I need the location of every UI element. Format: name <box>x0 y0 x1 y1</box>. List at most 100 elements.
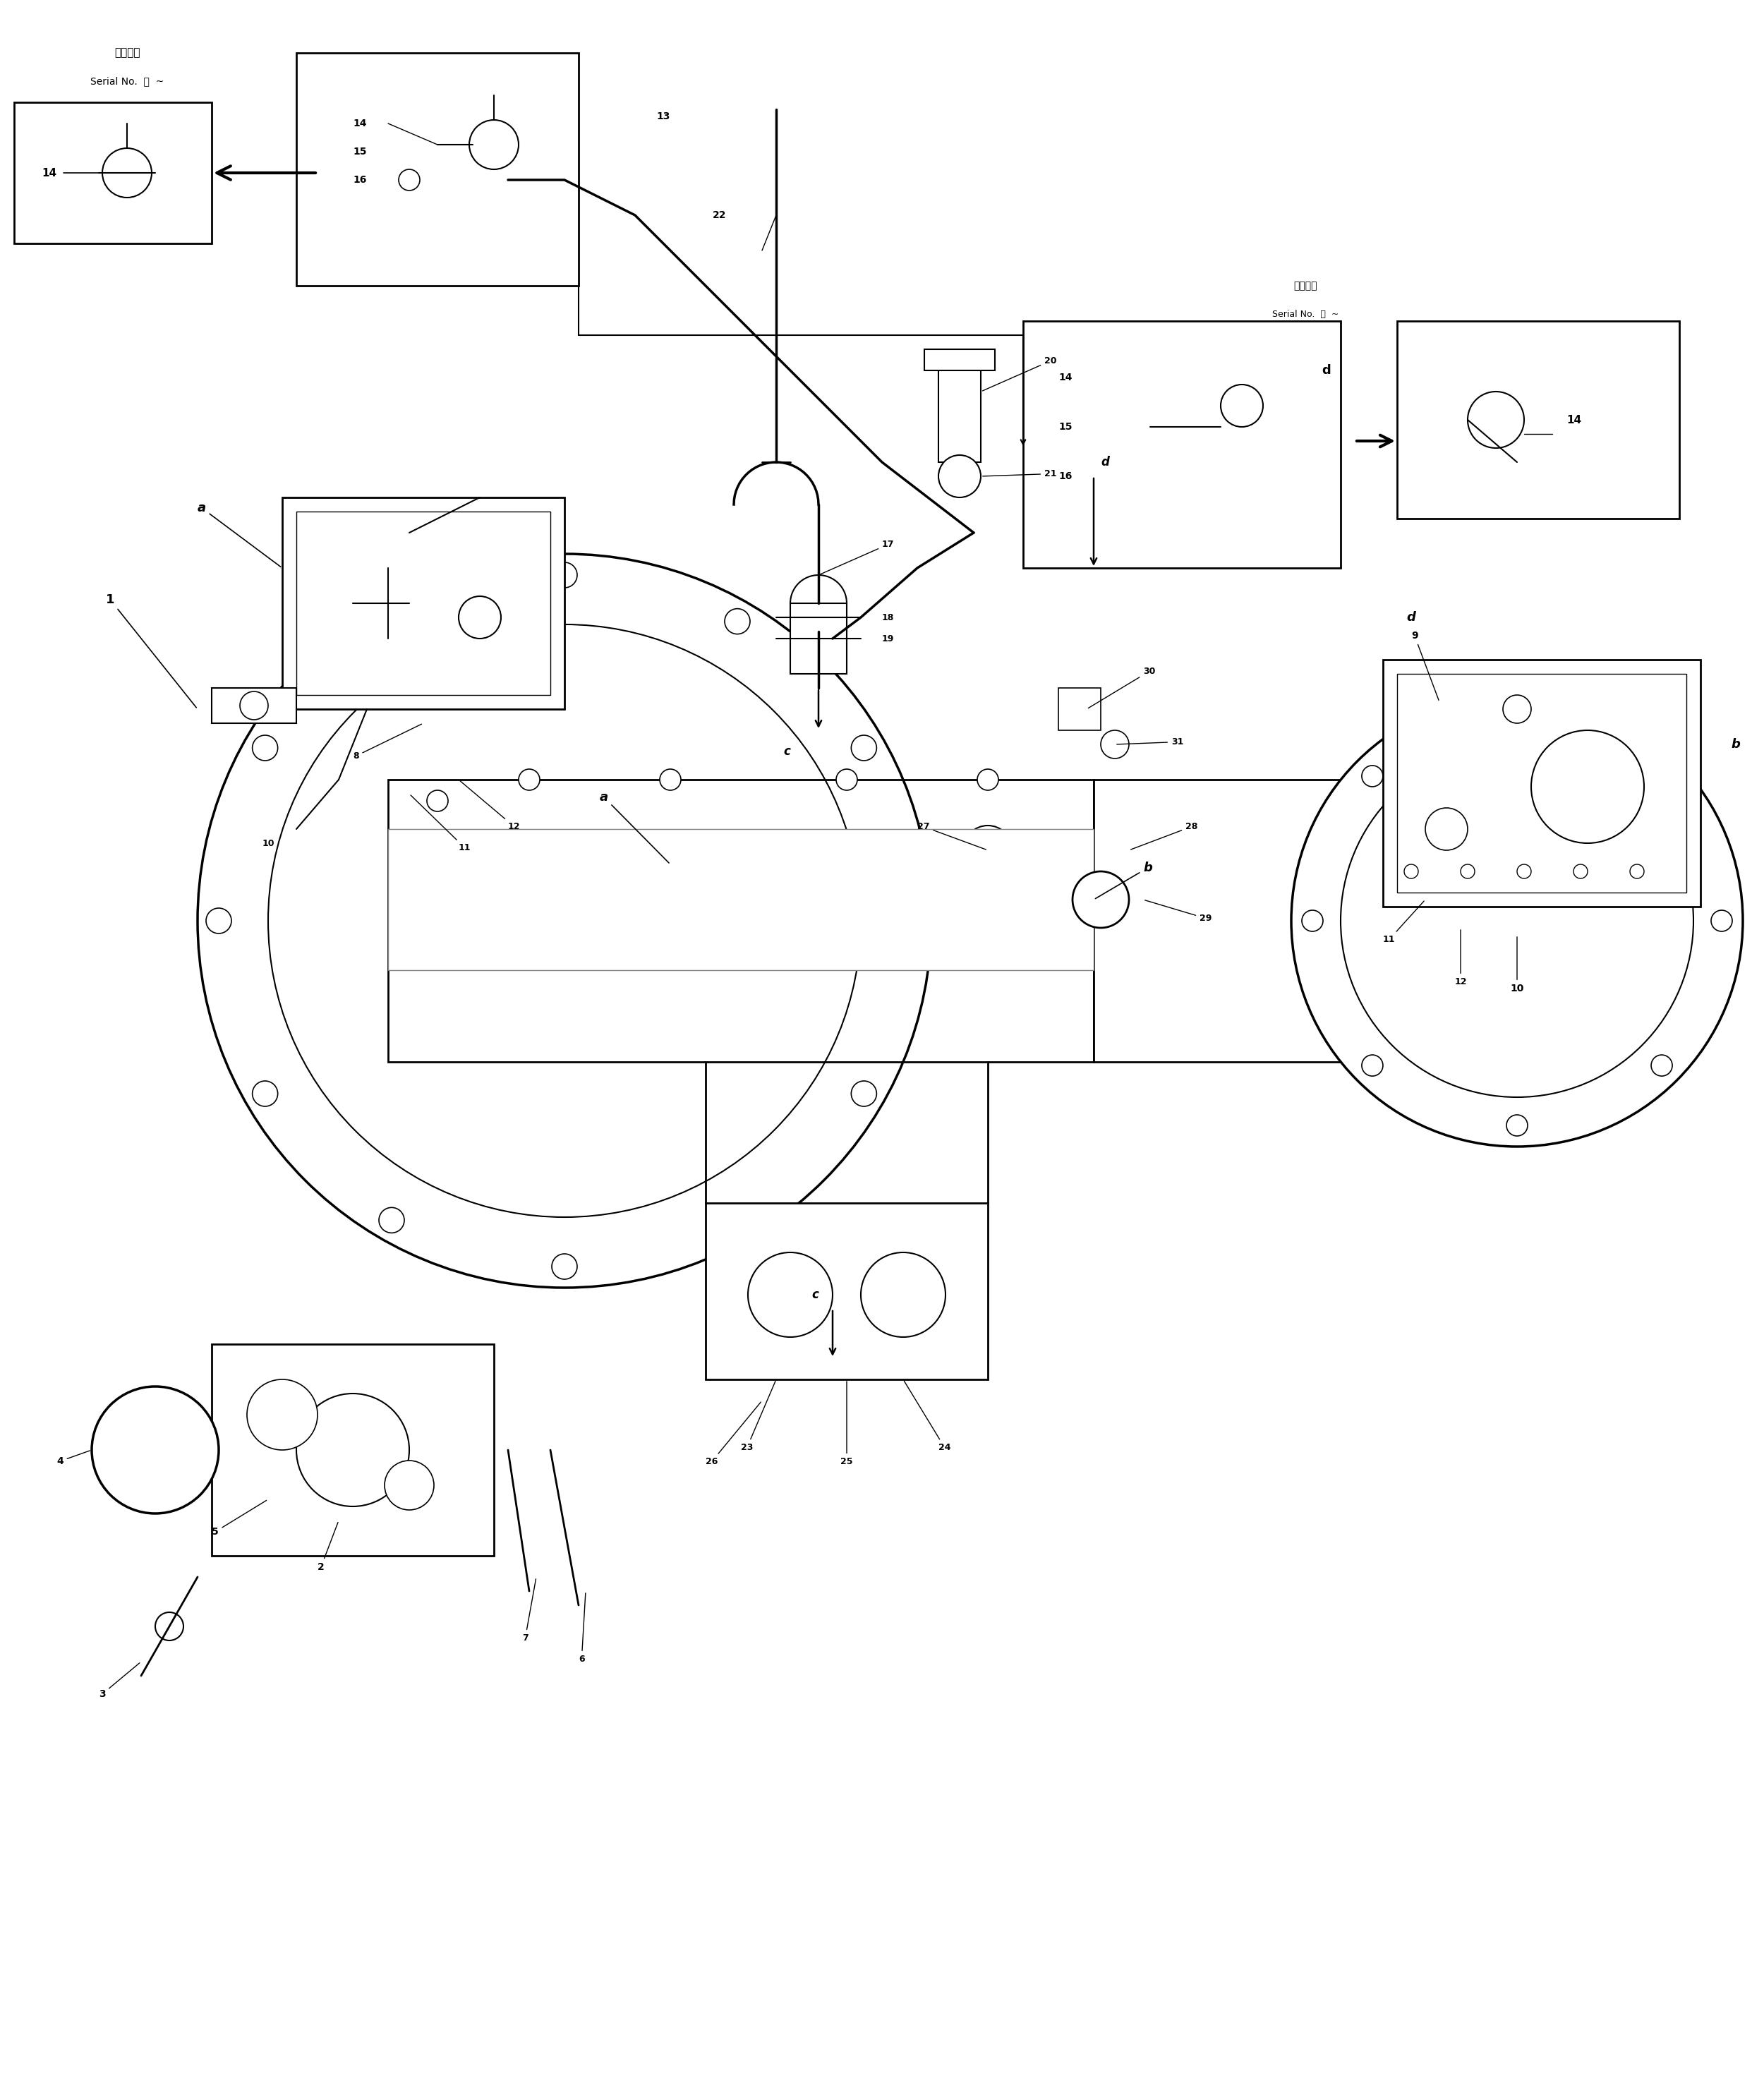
Circle shape <box>1517 865 1531 878</box>
Text: 9: 9 <box>1411 632 1439 701</box>
Circle shape <box>102 148 152 198</box>
Bar <box>706 1203 988 1380</box>
Circle shape <box>252 1080 277 1107</box>
Text: 17: 17 <box>820 540 894 573</box>
Circle shape <box>1531 730 1644 842</box>
Text: 22: 22 <box>713 211 727 221</box>
Circle shape <box>1362 1055 1383 1076</box>
Circle shape <box>1404 865 1418 878</box>
Circle shape <box>977 769 998 790</box>
Text: 適用号機: 適用号機 <box>115 48 139 58</box>
Circle shape <box>790 575 847 632</box>
Circle shape <box>898 909 923 934</box>
Circle shape <box>1630 865 1644 878</box>
Circle shape <box>1302 911 1323 932</box>
Text: 16: 16 <box>1058 471 1073 482</box>
Text: 4: 4 <box>56 1451 90 1466</box>
Text: 24: 24 <box>905 1380 951 1451</box>
Bar <box>296 52 579 286</box>
Circle shape <box>836 769 857 790</box>
Circle shape <box>1651 1055 1672 1076</box>
Text: 14: 14 <box>1058 373 1073 382</box>
Circle shape <box>861 1253 946 1336</box>
Circle shape <box>427 790 448 811</box>
Text: 25: 25 <box>840 1382 852 1466</box>
Circle shape <box>1101 730 1129 759</box>
Text: c: c <box>811 1289 818 1301</box>
Circle shape <box>1461 865 1475 878</box>
Bar <box>924 350 995 371</box>
Circle shape <box>268 623 861 1218</box>
Text: 14: 14 <box>42 167 56 177</box>
Text: 11: 11 <box>411 794 471 853</box>
Text: 27: 27 <box>917 821 986 849</box>
Circle shape <box>552 1253 577 1280</box>
Circle shape <box>1362 765 1383 786</box>
Circle shape <box>1506 705 1528 728</box>
Text: 2: 2 <box>318 1522 339 1572</box>
Bar <box>1397 321 1679 519</box>
Text: 10: 10 <box>263 838 275 849</box>
Bar <box>1383 659 1700 907</box>
Bar <box>212 1345 494 1555</box>
Text: c: c <box>783 744 790 757</box>
Circle shape <box>852 1080 877 1107</box>
Circle shape <box>92 1387 219 1514</box>
Circle shape <box>660 769 681 790</box>
Text: 7: 7 <box>522 1578 536 1643</box>
Circle shape <box>1651 765 1672 786</box>
Bar <box>790 603 847 673</box>
Text: 14: 14 <box>353 119 367 129</box>
Circle shape <box>198 555 931 1289</box>
Circle shape <box>379 609 404 634</box>
Text: 15: 15 <box>1058 421 1073 432</box>
Text: 23: 23 <box>741 1380 776 1451</box>
Circle shape <box>963 826 1013 876</box>
Text: 1: 1 <box>106 594 196 707</box>
Bar <box>1094 780 1482 1061</box>
Text: 29: 29 <box>1145 901 1212 924</box>
Circle shape <box>1291 694 1743 1147</box>
Circle shape <box>240 692 268 719</box>
Circle shape <box>725 609 750 634</box>
Circle shape <box>155 1612 183 1641</box>
Text: 3: 3 <box>99 1664 139 1699</box>
Circle shape <box>1573 865 1588 878</box>
Circle shape <box>852 736 877 761</box>
Text: 30: 30 <box>1088 667 1155 709</box>
Circle shape <box>296 1393 409 1507</box>
Text: 15: 15 <box>353 146 367 156</box>
Bar <box>388 830 1094 970</box>
Circle shape <box>469 121 519 169</box>
Text: 適用号機: 適用号機 <box>1293 281 1318 290</box>
Circle shape <box>938 455 981 498</box>
Text: 5: 5 <box>212 1501 266 1537</box>
Bar <box>282 498 564 709</box>
Text: 12: 12 <box>1454 930 1466 986</box>
Text: 28: 28 <box>1131 821 1198 849</box>
Text: a: a <box>600 790 669 863</box>
Circle shape <box>399 169 420 190</box>
Bar <box>1058 688 1101 730</box>
Text: 8: 8 <box>353 723 422 761</box>
Bar <box>14 102 212 244</box>
Text: 20: 20 <box>983 357 1057 390</box>
Circle shape <box>247 1380 318 1449</box>
Circle shape <box>1341 744 1693 1097</box>
Circle shape <box>1468 392 1524 448</box>
Text: 13: 13 <box>656 111 670 121</box>
Circle shape <box>252 736 277 761</box>
Text: 16: 16 <box>353 175 367 186</box>
Text: 31: 31 <box>1117 738 1184 746</box>
Circle shape <box>206 909 231 934</box>
Text: 26: 26 <box>706 1401 760 1466</box>
Circle shape <box>1221 384 1263 427</box>
Text: b: b <box>1730 738 1741 751</box>
Circle shape <box>459 596 501 638</box>
Circle shape <box>748 1253 833 1336</box>
Circle shape <box>1506 1115 1528 1136</box>
Circle shape <box>379 1207 404 1232</box>
Text: Serial No.  ・  ~: Serial No. ・ ~ <box>90 77 164 85</box>
Text: 19: 19 <box>882 634 894 642</box>
Text: d: d <box>1321 365 1332 377</box>
